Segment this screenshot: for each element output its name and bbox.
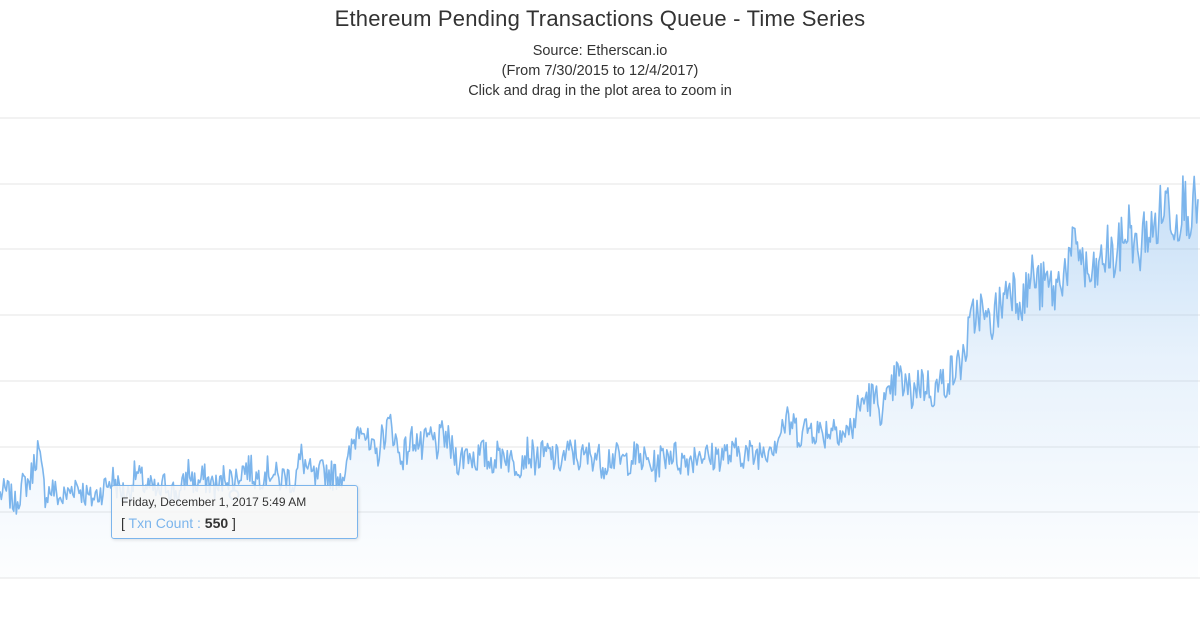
tooltip-series-label: Txn Count :: [128, 515, 201, 531]
chart-zoom-instruction: Click and drag in the plot area to zoom …: [468, 83, 732, 99]
tooltip-open-bracket: [: [121, 515, 125, 531]
tooltip-date: Friday, December 1, 2017 5:49 AM: [121, 495, 307, 509]
series-line[interactable]: [0, 175, 1199, 515]
chart-source: Source: Etherscan.io: [532, 43, 668, 59]
tooltip-value-line: [ Txn Count : 550 ]: [121, 515, 347, 531]
tooltip-close-bracket: ]: [232, 515, 236, 531]
series-area-fill: [0, 176, 1198, 578]
chart-date-range: (From 7/30/2015 to 12/4/2017): [501, 63, 699, 79]
tooltip: Friday, December 1, 2017 5:49 AM [ Txn C…: [111, 485, 358, 539]
tooltip-value: 550: [204, 515, 229, 531]
chart-title: Ethereum Pending Transactions Queue - Ti…: [334, 6, 866, 31]
